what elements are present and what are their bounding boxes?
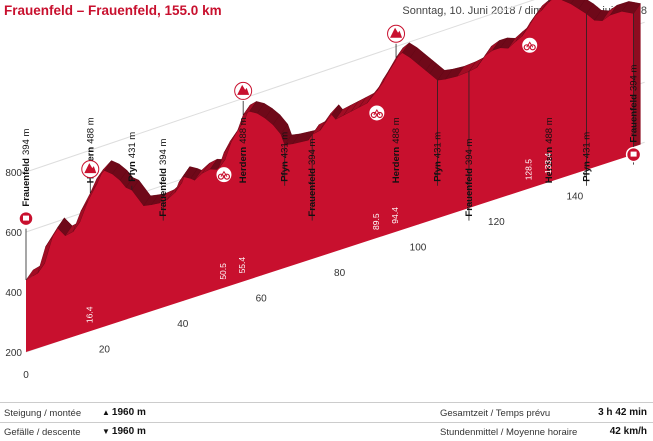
sprint-marker-icon (216, 167, 232, 183)
place-label: Frauenfeld394 m (158, 139, 169, 217)
sprint-km-label: 50.5 (218, 263, 228, 280)
footer-divider (0, 402, 653, 403)
finish-flag-icon (631, 152, 637, 157)
climb-km-label: 16.4 (84, 306, 94, 323)
sprint-km-label: 89.5 (371, 213, 381, 230)
place-label: Frauenfeld394 m (307, 139, 318, 217)
stage-summary: Steigung / montée ▲1960 m Gesamtzeit / T… (0, 402, 653, 440)
place-label: Herdern488 m (391, 117, 402, 183)
start-flag-icon (23, 216, 29, 221)
y-tick-label: 800 (5, 168, 22, 179)
place-label: Frauenfeld394 m (464, 139, 475, 217)
place-label: Frauenfeld394 m (629, 65, 640, 143)
x-tick-label: 80 (334, 268, 346, 279)
place-label: Herdern488 m (238, 117, 249, 183)
climb-value: ▲1960 m (102, 407, 146, 418)
climb-km-label: 55.4 (237, 257, 247, 274)
descent-label: Gefälle / descente (4, 427, 81, 438)
x-tick-label: 120 (488, 217, 505, 228)
climb-km-label: 133.4 (543, 153, 553, 175)
sprint-marker-icon (522, 37, 538, 53)
x-tick-label: 100 (410, 243, 427, 254)
sprint-km-label: 128.5 (524, 159, 534, 181)
down-triangle-icon: ▼ (102, 427, 110, 436)
place-label: Frauenfeld394 m (21, 129, 32, 207)
sprint-marker-icon (369, 105, 385, 121)
y-tick-label: 600 (5, 228, 22, 239)
descent-value: ▼1960 m (102, 426, 146, 437)
speed-value: 42 km/h (610, 426, 647, 437)
climb-label: Steigung / montée (4, 408, 81, 419)
footer-row-descent: Gefälle / descente ▼1960 m Stundenmittel… (0, 423, 653, 441)
place-label: Pfyn431 m (280, 132, 291, 182)
x-tick-label: 20 (99, 345, 111, 356)
up-triangle-icon: ▲ (102, 408, 110, 417)
y-tick-label: 400 (5, 288, 22, 299)
x-tick-label: 140 (566, 192, 583, 203)
place-label: Pfyn431 m (433, 132, 444, 182)
place-label: Pfyn431 m (582, 132, 593, 182)
x-tick-label: 0 (23, 370, 29, 381)
place-label: Pfyn431 m (127, 132, 138, 182)
elevation-profile-chart: 200 400 600 800 0 20 40 60 80 100 120 140 Frauenfeld… (0, 0, 653, 400)
x-tick-label: 60 (256, 294, 268, 305)
time-label: Gesamtzeit / Temps prévu (440, 408, 550, 419)
climb-km-label: 94.4 (390, 207, 400, 224)
speed-label: Stundenmittel / Moyenne horaire (440, 427, 577, 438)
footer-row-climb: Steigung / montée ▲1960 m Gesamtzeit / T… (0, 404, 653, 422)
time-value: 3 h 42 min (598, 407, 647, 418)
x-tick-label: 40 (177, 319, 189, 330)
y-tick-label: 200 (5, 348, 22, 359)
